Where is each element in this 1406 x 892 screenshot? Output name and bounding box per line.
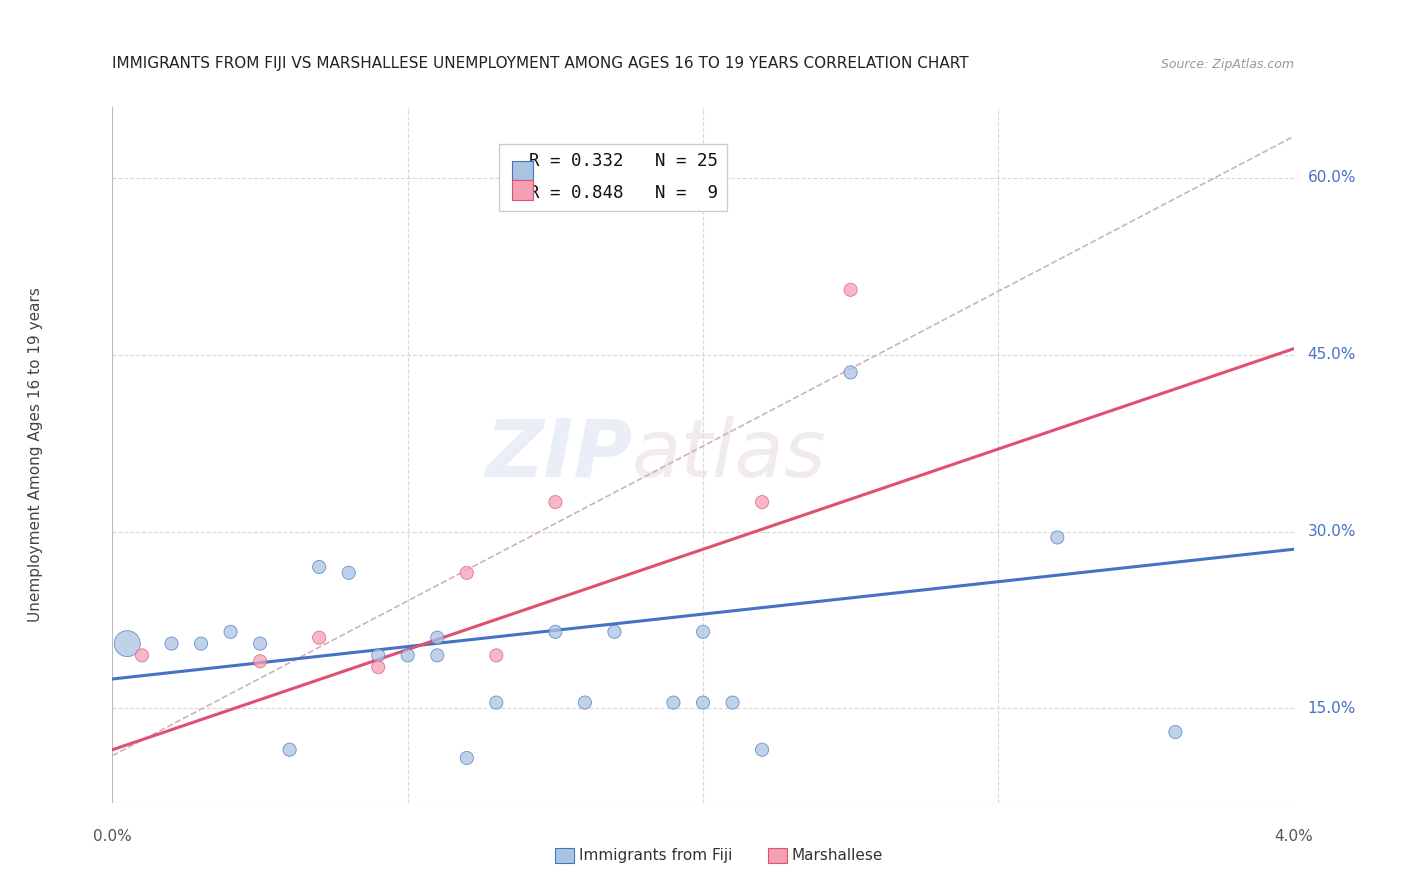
Point bbox=[396, 648, 419, 663]
Point bbox=[249, 654, 271, 668]
Point bbox=[308, 631, 330, 645]
Point bbox=[1046, 531, 1069, 545]
Text: atlas: atlas bbox=[633, 416, 827, 494]
Text: 4.0%: 4.0% bbox=[1274, 829, 1313, 844]
Point bbox=[839, 365, 862, 379]
Point bbox=[839, 283, 862, 297]
Point bbox=[456, 566, 478, 580]
Point bbox=[544, 624, 567, 639]
FancyBboxPatch shape bbox=[555, 848, 574, 863]
Text: IMMIGRANTS FROM FIJI VS MARSHALLESE UNEMPLOYMENT AMONG AGES 16 TO 19 YEARS CORRE: IMMIGRANTS FROM FIJI VS MARSHALLESE UNEM… bbox=[112, 56, 969, 71]
Point bbox=[544, 495, 567, 509]
FancyBboxPatch shape bbox=[768, 848, 787, 863]
Point bbox=[367, 648, 389, 663]
Point bbox=[131, 648, 153, 663]
FancyBboxPatch shape bbox=[512, 180, 533, 200]
Point bbox=[278, 743, 301, 757]
Point bbox=[367, 660, 389, 674]
Text: 30.0%: 30.0% bbox=[1308, 524, 1357, 539]
Point bbox=[426, 631, 449, 645]
Text: ZIP: ZIP bbox=[485, 416, 633, 494]
Point bbox=[249, 637, 271, 651]
Point bbox=[662, 696, 685, 710]
FancyBboxPatch shape bbox=[512, 161, 533, 180]
Text: Source: ZipAtlas.com: Source: ZipAtlas.com bbox=[1160, 58, 1294, 71]
Point bbox=[1164, 725, 1187, 739]
Point bbox=[219, 624, 242, 639]
Point bbox=[485, 648, 508, 663]
Text: Immigrants from Fiji: Immigrants from Fiji bbox=[579, 848, 733, 863]
Point bbox=[337, 566, 360, 580]
Text: 45.0%: 45.0% bbox=[1308, 347, 1355, 362]
Point bbox=[721, 696, 744, 710]
Point bbox=[692, 624, 714, 639]
Point bbox=[426, 648, 449, 663]
Text: 0.0%: 0.0% bbox=[93, 829, 132, 844]
Point bbox=[751, 495, 773, 509]
Point bbox=[485, 696, 508, 710]
Point bbox=[456, 751, 478, 765]
Text: R = 0.332   N = 25
  R = 0.848   N =  9: R = 0.332 N = 25 R = 0.848 N = 9 bbox=[508, 153, 718, 202]
Point bbox=[692, 696, 714, 710]
Text: Marshallese: Marshallese bbox=[792, 848, 883, 863]
Point bbox=[603, 624, 626, 639]
Point bbox=[308, 560, 330, 574]
Point bbox=[117, 637, 138, 651]
Text: 60.0%: 60.0% bbox=[1308, 170, 1357, 186]
Point bbox=[160, 637, 183, 651]
Point bbox=[190, 637, 212, 651]
Text: Unemployment Among Ages 16 to 19 years: Unemployment Among Ages 16 to 19 years bbox=[28, 287, 42, 623]
Text: 15.0%: 15.0% bbox=[1308, 701, 1355, 716]
Point bbox=[751, 743, 773, 757]
Point bbox=[574, 696, 596, 710]
